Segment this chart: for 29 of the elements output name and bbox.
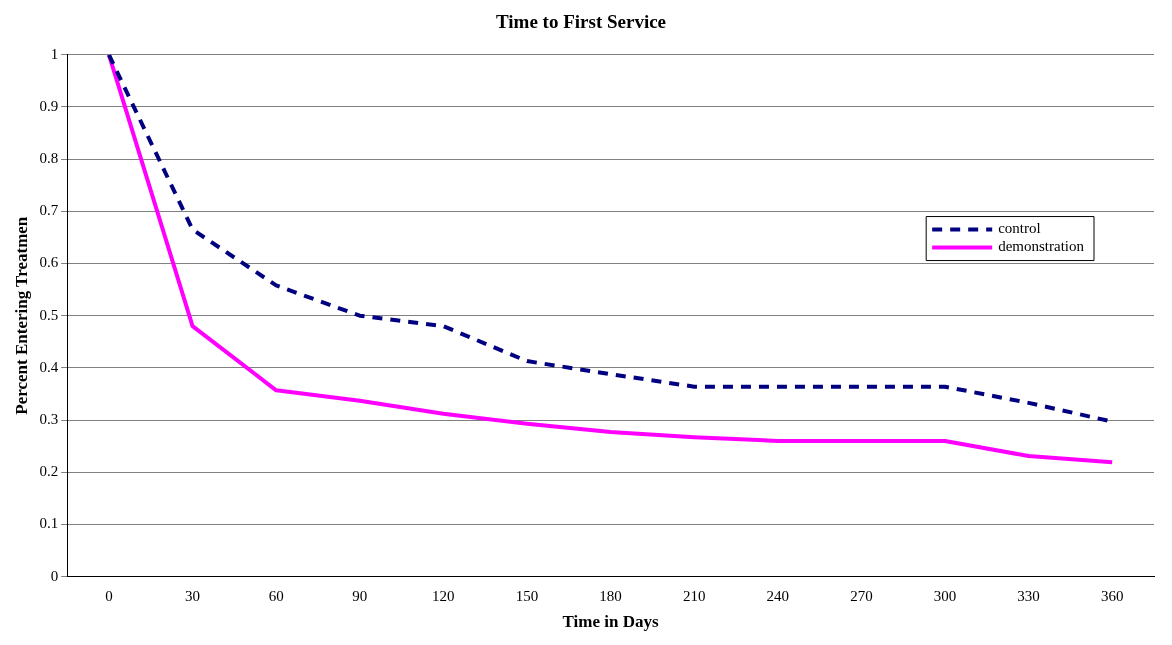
y-tick-label: 0.4 xyxy=(39,358,59,375)
x-tick-label: 330 xyxy=(1017,587,1040,604)
x-tick-label: 300 xyxy=(933,587,957,604)
x-tick-label: 180 xyxy=(599,587,622,604)
x-tick-label: 150 xyxy=(515,587,539,604)
x-tick-label: 210 xyxy=(682,587,706,604)
y-tick-label: 0.5 xyxy=(39,306,59,323)
x-axis-title: Time in Days xyxy=(562,612,659,632)
legend-label: control xyxy=(998,220,1041,237)
x-tick-label: 240 xyxy=(766,587,790,604)
y-tick-label: 0.9 xyxy=(39,97,59,114)
y-tick-label: 0.2 xyxy=(39,463,59,480)
x-tick-label: 270 xyxy=(850,587,873,604)
y-tick-label: 0.8 xyxy=(39,150,59,167)
y-tick-label: 0 xyxy=(50,567,59,584)
x-tick-label: 120 xyxy=(432,587,455,604)
y-tick-label: 0.6 xyxy=(39,254,59,271)
y-tick-label: 0.1 xyxy=(39,515,59,532)
y-tick-label: 1 xyxy=(50,45,59,62)
x-tick-label: 360 xyxy=(1100,587,1124,604)
y-axis-title: Percent Entering Treatmen xyxy=(11,216,31,415)
y-tick-label: 0.7 xyxy=(39,202,59,219)
x-tick-label: 30 xyxy=(185,587,201,604)
y-tick-label: 0.3 xyxy=(39,411,59,427)
x-tick-label: 90 xyxy=(352,587,368,604)
x-tick-label: 60 xyxy=(268,587,284,604)
x-tick-label: 0 xyxy=(105,587,113,604)
legend-label: demonstration xyxy=(998,238,1085,255)
chart-title: Time to First Service xyxy=(495,11,667,33)
